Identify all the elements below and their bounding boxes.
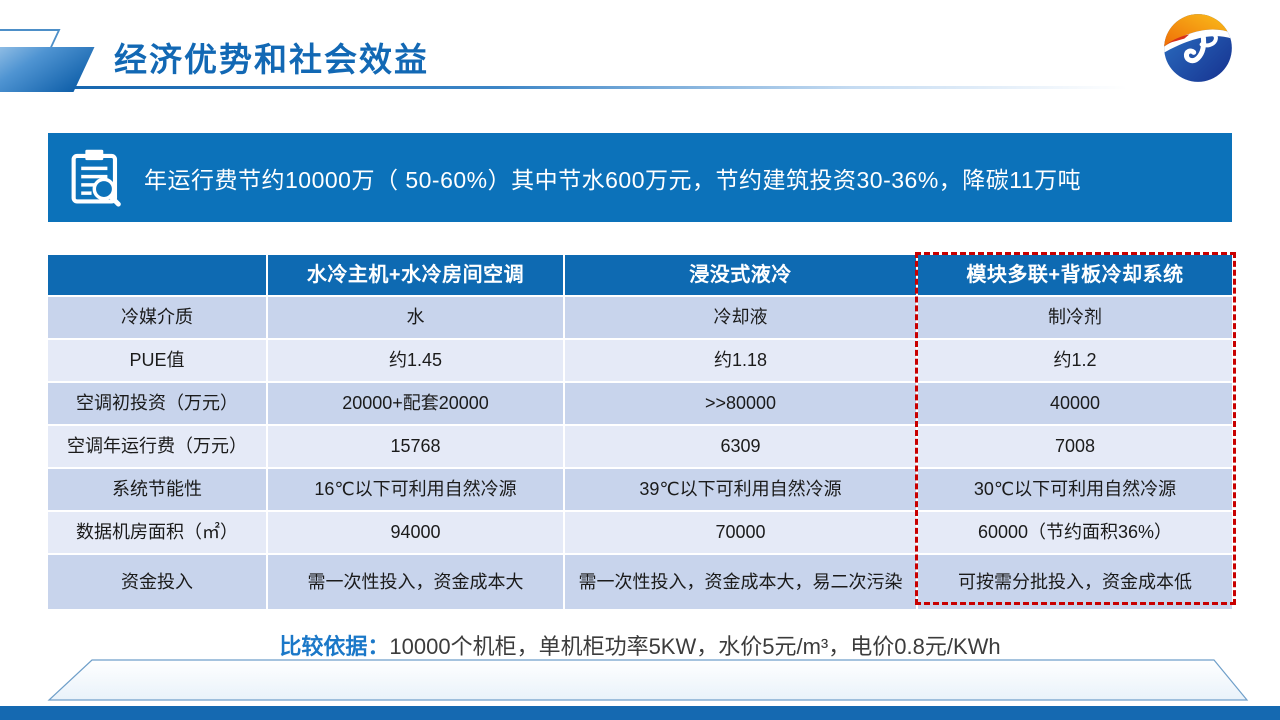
header-cell bbox=[48, 255, 266, 295]
row-label: 冷媒介质 bbox=[48, 297, 266, 338]
table-row: 数据机房面积（㎡） 94000 70000 60000（节约面积36%） bbox=[48, 512, 1232, 553]
table-cell: 70000 bbox=[565, 512, 916, 553]
bottom-bar bbox=[0, 706, 1280, 720]
table-cell: 94000 bbox=[268, 512, 563, 553]
clipboard-magnifier-icon bbox=[71, 149, 121, 207]
table-cell: 冷却液 bbox=[565, 297, 916, 338]
table-cell: 15768 bbox=[268, 426, 563, 467]
table-row: PUE值 约1.45 约1.18 约1.2 bbox=[48, 340, 1232, 381]
table-row: 空调年运行费（万元） 15768 6309 7008 bbox=[48, 426, 1232, 467]
table-row: 系统节能性 16℃以下可利用自然冷源 39℃以下可利用自然冷源 30℃以下可利用自然冷… bbox=[48, 469, 1232, 510]
table-cell: 约1.18 bbox=[565, 340, 916, 381]
table-cell: 39℃以下可利用自然冷源 bbox=[565, 469, 916, 510]
row-label: 空调初投资（万元） bbox=[48, 383, 266, 424]
row-label: 资金投入 bbox=[48, 555, 266, 609]
table-header-row: 水冷主机+水冷房间空调 浸没式液冷 模块多联+背板冷却系统 bbox=[48, 255, 1232, 295]
row-label: 系统节能性 bbox=[48, 469, 266, 510]
table-cell: 60000（节约面积36%） bbox=[918, 512, 1232, 553]
table-row: 冷媒介质水冷却液 制冷剂 bbox=[48, 297, 1232, 338]
comparison-table: 水冷主机+水冷房间空调 浸没式液冷 模块多联+背板冷却系统 冷媒介质水冷却液 制冷剂 PU… bbox=[48, 252, 1236, 609]
table-row: 空调初投资（万元） 20000+配套20000 >>80000 40000 bbox=[48, 383, 1232, 424]
table-cell: 需一次性投入，资金成本大 bbox=[268, 555, 563, 609]
table-cell: 水 bbox=[268, 297, 563, 338]
table-cell: 40000 bbox=[918, 383, 1232, 424]
table-cell: 可按需分批投入，资金成本低 bbox=[918, 555, 1232, 609]
table-cell: 16℃以下可利用自然冷源 bbox=[268, 469, 563, 510]
footnote: 比较依据：10000个机柜，单机柜功率5KW，水价5元/m³，电价0.8元/KW… bbox=[48, 629, 1232, 661]
summary-banner: 年运行费节约10000万（ 50-60%）其中节水600万元，节约建筑投资30-… bbox=[48, 133, 1232, 222]
header-cell: 浸没式液冷 bbox=[565, 255, 916, 295]
table-cell: 6309 bbox=[565, 426, 916, 467]
table-cell: 7008 bbox=[918, 426, 1232, 467]
footnote-text: 10000个机柜，单机柜功率5KW，水价5元/m³，电价0.8元/KWh bbox=[389, 634, 1001, 659]
banner-text: 年运行费节约10000万（ 50-60%）其中节水600万元，节约建筑投资30-… bbox=[144, 166, 1082, 193]
table-cell: 约1.2 bbox=[918, 340, 1232, 381]
table-cell: 制冷剂 bbox=[918, 297, 1232, 338]
title-underline bbox=[56, 86, 1160, 89]
company-logo-icon bbox=[1164, 14, 1232, 82]
page-title: 经济优势和社会效益 bbox=[114, 41, 429, 78]
table-rows: 水冷主机+水冷房间空调 浸没式液冷 模块多联+背板冷却系统 冷媒介质水冷却液 制冷剂 PU… bbox=[48, 255, 1232, 609]
header-cell: 水冷主机+水冷房间空调 bbox=[268, 255, 563, 295]
row-label: 数据机房面积（㎡） bbox=[48, 512, 266, 553]
row-label: PUE值 bbox=[48, 340, 266, 381]
table-cell: 30℃以下可利用自然冷源 bbox=[918, 469, 1232, 510]
header-cell: 模块多联+背板冷却系统 bbox=[918, 255, 1232, 295]
footnote-label: 比较依据： bbox=[279, 634, 390, 659]
row-label: 空调年运行费（万元） bbox=[48, 426, 266, 467]
table-row: 资金投入 需一次性投入，资金成本大 需一次性投入，资金成本大，易二次污染 可按需分批投… bbox=[48, 555, 1232, 609]
table-cell: 需一次性投入，资金成本大，易二次污染 bbox=[565, 555, 916, 609]
table-cell: 约1.45 bbox=[268, 340, 563, 381]
table-cell: 20000+配套20000 bbox=[268, 383, 563, 424]
table-cell: >>80000 bbox=[565, 383, 916, 424]
bottom-trapezoid-decoration bbox=[47, 659, 1249, 701]
